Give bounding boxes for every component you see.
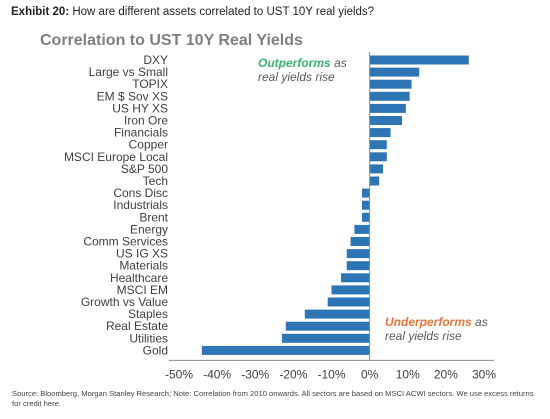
- exhibit-caption: Exhibit 20: How are different assets cor…: [11, 6, 374, 18]
- bar-us-hy-xs: [369, 103, 406, 113]
- category-label-msci-em: MSCI EM: [117, 283, 168, 297]
- bar-industrials: [362, 200, 370, 210]
- x-tick-labels-group: -50% -40% -30% -20% -10% 0% 10% 20% 30%: [165, 367, 496, 381]
- bar-copper: [369, 140, 387, 150]
- category-label-msci-europe-local: MSCI Europe Local: [64, 150, 168, 164]
- outperform-rest: as: [330, 56, 347, 70]
- category-label-utilities: Utilities: [129, 331, 168, 345]
- bar-cons-disc: [362, 188, 370, 198]
- category-label-materials: Materials: [119, 259, 168, 273]
- category-label-tech: Tech: [143, 174, 168, 188]
- bar-topix: [369, 79, 412, 89]
- outperform-annotation: Outperforms as real yields rise: [258, 56, 347, 84]
- bar-s-p-500: [369, 164, 383, 174]
- category-label-industrials: Industrials: [113, 198, 168, 212]
- category-label-copper: Copper: [129, 138, 168, 152]
- x-tick-label: -30%: [241, 367, 269, 381]
- x-tick-label: -20%: [279, 367, 307, 381]
- bar-iron-ore: [369, 116, 403, 125]
- exhibit-label: Exhibit 20:: [11, 6, 70, 18]
- category-label-brent: Brent: [139, 210, 168, 224]
- category-label-energy: Energy: [130, 222, 168, 236]
- category-label-us-ig-xs: US IG XS: [116, 247, 168, 261]
- category-label-comm-services: Comm Services: [83, 235, 168, 249]
- category-label-us-hy-xs: US HY XS: [112, 101, 168, 115]
- exhibit-question: How are different assets correlated to U…: [72, 6, 375, 18]
- category-label-large-vs-small: Large vs Small: [89, 65, 168, 79]
- bar-msci-em: [331, 285, 370, 295]
- bar-staples: [304, 309, 370, 319]
- outperform-highlight: Outperforms: [258, 56, 331, 70]
- bar-energy: [354, 224, 370, 234]
- x-tick-label: 30%: [472, 367, 496, 381]
- category-label-growth-vs-value: Growth vs Value: [81, 295, 168, 309]
- bar-tech: [369, 176, 380, 186]
- category-label-topix: TOPIX: [132, 77, 168, 91]
- category-label-iron-ore: Iron Ore: [124, 114, 168, 128]
- source-note: Source: Bloomberg, Morgan Stanley Resear…: [12, 389, 534, 408]
- bar-growth-vs-value: [327, 297, 370, 307]
- bar-dxy: [369, 55, 469, 65]
- bars-group: [201, 55, 469, 355]
- underperform-line2: real yields rise: [385, 329, 462, 343]
- bar-gold: [201, 345, 370, 355]
- category-label-gold: Gold: [143, 343, 168, 357]
- underperform-highlight: Underperforms: [385, 315, 472, 329]
- underperform-rest: as: [471, 315, 488, 329]
- bar-utilities: [281, 333, 370, 343]
- x-tick-label: 10%: [396, 367, 420, 381]
- category-label-real-estate: Real Estate: [106, 319, 168, 333]
- category-label-em-sov-xs: EM $ Sov XS: [97, 89, 168, 103]
- bar-healthcare: [341, 273, 370, 283]
- category-label-cons-disc: Cons Disc: [113, 186, 168, 200]
- category-label-financials: Financials: [114, 126, 168, 140]
- bar-brent: [362, 212, 370, 222]
- bar-materials: [346, 261, 370, 271]
- bar-large-vs-small: [369, 67, 420, 77]
- x-tick-label: -10%: [317, 367, 345, 381]
- outperform-line2: real yields rise: [258, 70, 335, 84]
- bar-financials: [369, 128, 391, 138]
- x-tick-label: -40%: [203, 367, 231, 381]
- x-tick-label: 0%: [361, 367, 379, 381]
- category-label-dxy: DXY: [143, 53, 168, 67]
- x-tick-label: 20%: [434, 367, 458, 381]
- category-label-s-p-500: S&P 500: [121, 162, 168, 176]
- bar-real-estate: [285, 321, 370, 331]
- bar-em-sov-xs: [369, 91, 410, 101]
- x-tick-label: -50%: [165, 367, 193, 381]
- bar-comm-services: [350, 237, 370, 246]
- bar-msci-europe-local: [369, 152, 387, 162]
- bar-us-ig-xs: [346, 249, 370, 259]
- category-label-healthcare: Healthcare: [110, 271, 168, 285]
- chart-title: Correlation to UST 10Y Real Yields: [40, 32, 303, 49]
- category-label-staples: Staples: [128, 307, 168, 321]
- underperform-annotation: Underperforms as real yields rise: [385, 315, 488, 343]
